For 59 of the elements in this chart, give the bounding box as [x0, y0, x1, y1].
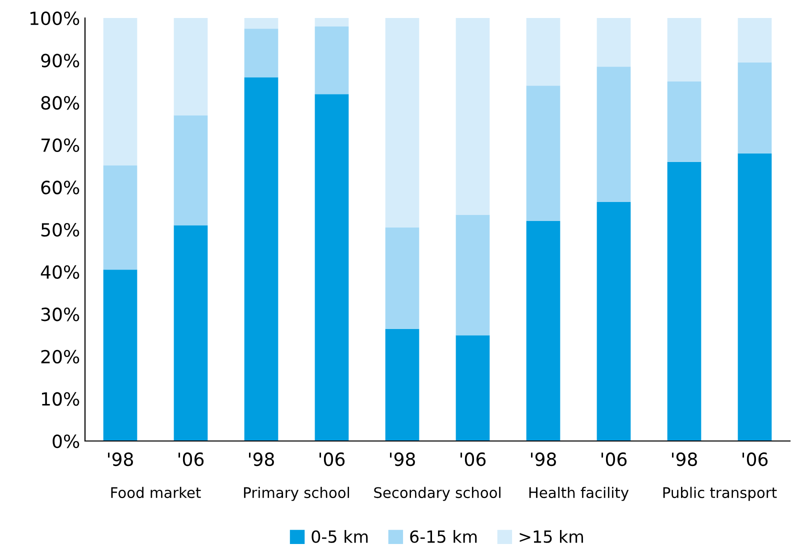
bar — [174, 225, 208, 441]
bar — [314, 94, 349, 441]
bar — [103, 270, 138, 441]
bar — [174, 115, 208, 226]
bar — [385, 328, 420, 441]
y-tick-label: 100% — [30, 11, 80, 26]
bar — [667, 18, 702, 82]
text: Food market — [111, 486, 201, 498]
y-tick-label: 90% — [41, 54, 80, 68]
bar — [526, 18, 560, 86]
text: Public transport — [663, 486, 777, 501]
bar — [526, 86, 560, 222]
y-tick-label: 70% — [41, 138, 80, 152]
bar — [596, 66, 631, 202]
bar — [667, 162, 702, 441]
legend-label: 0-5 km — [312, 530, 368, 543]
bar — [385, 18, 420, 228]
bar — [385, 227, 420, 329]
y-tick-label: 0% — [52, 434, 80, 448]
bar — [526, 221, 560, 441]
bar — [596, 202, 631, 441]
x-tick-label: '06 — [320, 452, 345, 466]
x-tick-label: '98 — [249, 452, 274, 466]
bar — [738, 153, 772, 441]
bar — [667, 81, 702, 162]
y-tick-label: 20% — [41, 350, 80, 364]
x-tick-label: '06 — [178, 452, 204, 466]
x-tick-label: '06 — [602, 452, 627, 466]
text: Primary school — [244, 486, 350, 501]
bar — [314, 26, 349, 94]
bar — [738, 62, 772, 154]
y-tick-label: 50% — [41, 222, 80, 237]
legend-label: >15 km — [520, 530, 583, 543]
bar — [314, 18, 349, 26]
bar — [244, 28, 278, 78]
text: Health facility — [529, 486, 629, 501]
x-tick-label: '06 — [460, 452, 486, 466]
bar — [738, 18, 772, 62]
bar — [244, 18, 278, 29]
bar — [103, 18, 138, 166]
y-tick-label: 10% — [42, 392, 80, 406]
bar — [456, 18, 490, 215]
bar — [456, 335, 490, 441]
text: Secondary school — [374, 486, 500, 501]
bar — [456, 214, 490, 336]
bar — [596, 18, 631, 67]
x-tick-label: '98 — [531, 452, 556, 466]
y-tick-label: 40% — [40, 265, 80, 279]
bar — [244, 77, 278, 441]
x-tick-label: '98 — [390, 452, 415, 466]
x-tick-label: '98 — [672, 452, 697, 466]
bar — [103, 165, 138, 270]
y-tick-label: 80% — [41, 96, 80, 110]
x-tick-label: '06 — [742, 452, 768, 466]
bar — [174, 18, 208, 116]
y-tick-label: 60% — [41, 180, 80, 194]
y-tick-label: 30% — [41, 308, 80, 322]
legend-label: 6-15 km — [410, 530, 477, 543]
x-tick-label: '98 — [108, 452, 133, 466]
